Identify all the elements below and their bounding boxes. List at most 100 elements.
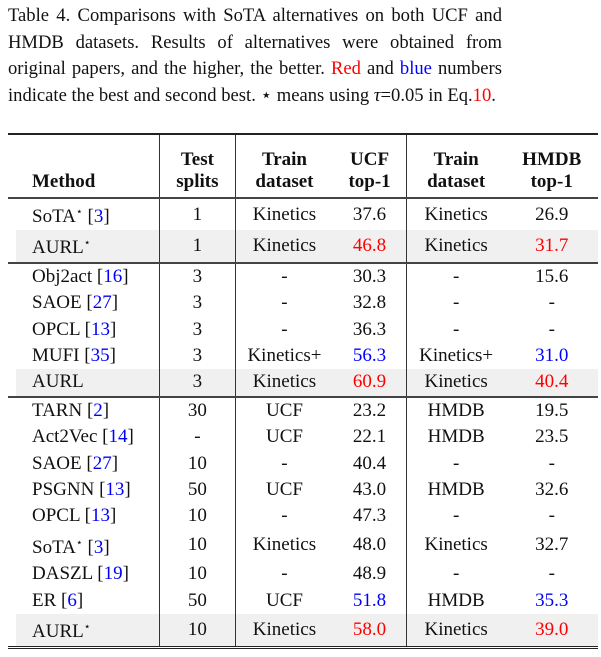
- ucf-top1-cell: 23.2: [333, 396, 407, 425]
- citation-link[interactable]: 13: [85, 505, 117, 526]
- method-name: OPCL: [32, 318, 80, 340]
- ucf-top1-cell: 51.8: [333, 587, 407, 615]
- citation-link[interactable]: 16: [97, 266, 129, 287]
- star-marker: ⋆: [83, 621, 91, 634]
- method-cell: ER 6: [8, 587, 161, 615]
- train-dataset-ucf-cell: -: [281, 318, 288, 340]
- equation-link[interactable]: 10: [472, 84, 492, 106]
- citation-link[interactable]: 35: [84, 345, 116, 366]
- citation-link[interactable]: 27: [86, 453, 118, 474]
- train-dataset-ucf-cell: Kinetics: [235, 614, 334, 647]
- method-cell: AURL⋆: [8, 614, 161, 647]
- train-dataset-ucf-cell: Kinetics: [235, 230, 334, 263]
- test-splits-cell: 3: [159, 369, 236, 397]
- hmdb-top1-cell: 40.4: [505, 369, 598, 397]
- ucf-top1-cell: 30.3: [333, 262, 407, 291]
- table-row: AURL⋆ 10 Kinetics 58.0 Kinetics 39.0: [8, 614, 598, 647]
- header-hmdb-top1: HMDB top-1: [505, 134, 598, 198]
- ucf-top1-cell: 22.1: [333, 424, 407, 451]
- table-caption: Table 4. Comparisons with SoTA alternati…: [8, 3, 502, 109]
- header-method: Method: [8, 134, 161, 198]
- train-dataset-hmdb-cell: Kinetics: [424, 203, 488, 225]
- method-cell: SAOE 27: [8, 290, 161, 317]
- caption-text: numbers indicate the best and second bes…: [8, 58, 502, 106]
- train-dataset-hmdb-cell: -: [452, 563, 460, 585]
- table-row: SAOE 2710-40.4--: [8, 450, 598, 478]
- citation-link[interactable]: 2: [87, 400, 109, 421]
- method-name: TARN: [32, 399, 83, 421]
- citation-link[interactable]: 13: [85, 319, 117, 340]
- table-row: OPCL 1310-47.3--: [8, 503, 598, 530]
- ucf-top1-cell: 32.8: [333, 290, 407, 317]
- method-name: SAOE: [32, 452, 82, 474]
- header-row: Method Test splits Train dataset UCF top-1 …: [8, 134, 598, 198]
- method-name: SoTA: [32, 206, 76, 227]
- train-dataset-ucf-cell: UCF: [265, 589, 303, 611]
- table-row: AURL⋆ 1 Kinetics 46.8 Kinetics 31.7: [8, 230, 598, 263]
- citation-link[interactable]: 3: [88, 206, 110, 227]
- ucf-top1-cell: 40.4: [333, 450, 407, 478]
- header-ucf-top1: UCF top-1: [333, 134, 407, 198]
- test-splits-cell: 30: [159, 396, 236, 425]
- citation-link[interactable]: 6: [61, 590, 83, 611]
- header-line: Train: [433, 149, 479, 170]
- train-dataset-hmdb-cell: Kinetics: [406, 614, 506, 647]
- train-dataset-ucf-cell: -: [281, 452, 288, 474]
- test-splits-cell: 10: [159, 614, 236, 647]
- method-name: AURL: [32, 237, 84, 259]
- caption-blue-word: blue: [399, 58, 432, 80]
- test-splits-cell: 1: [159, 198, 236, 231]
- citation-link[interactable]: 14: [102, 426, 134, 447]
- method-name: ER: [32, 589, 57, 611]
- method-name: MUFI: [32, 345, 80, 367]
- citation-link[interactable]: 13: [99, 479, 131, 500]
- train-dataset-hmdb-cell: -: [452, 318, 460, 340]
- caption-text: Table 4. Comparisons with SoTA alternati…: [8, 5, 502, 80]
- header-line: splits: [176, 170, 219, 192]
- train-dataset-ucf-cell: Kinetics: [235, 369, 334, 397]
- table-row: SoTA⋆ 3 1 Kinetics 37.6 Kinetics 26.9: [8, 198, 598, 231]
- citation-link[interactable]: 27: [86, 292, 118, 313]
- citation-link[interactable]: 19: [97, 563, 129, 584]
- header-line: top-1: [348, 170, 391, 192]
- train-dataset-hmdb-cell: Kinetics: [406, 369, 506, 397]
- header-train-ucf: Train dataset: [235, 134, 333, 198]
- hmdb-top1-cell: 26.9: [535, 203, 569, 225]
- header-line: top-1: [530, 170, 573, 192]
- hmdb-top1-cell: -: [548, 292, 555, 314]
- train-dataset-hmdb-cell: -: [452, 505, 460, 527]
- method-name: Obj2act: [32, 265, 93, 287]
- ucf-top1-cell: 46.8: [333, 230, 407, 263]
- ucf-top1-cell: 56.3: [333, 343, 407, 370]
- train-dataset-ucf-cell: Kinetics: [252, 203, 317, 225]
- train-dataset-ucf-cell: -: [281, 563, 288, 585]
- train-dataset-hmdb-cell: HMDB: [427, 426, 485, 448]
- star-marker: ⋆: [75, 536, 83, 549]
- train-dataset-hmdb-cell: HMDB: [427, 479, 485, 501]
- ucf-top1-cell: 36.3: [333, 316, 407, 344]
- table-row: DASZL 1910-48.9--: [8, 561, 598, 588]
- hmdb-top1-cell: 39.0: [505, 614, 598, 647]
- hmdb-top1-cell: -: [548, 318, 555, 340]
- header-line: dataset: [255, 170, 314, 192]
- table-row: Obj2act 163-30.3-15.6: [8, 262, 598, 291]
- train-dataset-ucf-cell: UCF: [265, 479, 303, 501]
- method-cell: DASZL 19: [8, 561, 161, 588]
- method-name: AURL: [32, 371, 84, 393]
- method-cell: OPCL 13: [8, 503, 161, 530]
- hmdb-top1-cell: 15.6: [535, 265, 569, 287]
- ucf-top1-cell: 37.6: [333, 198, 407, 231]
- citation-link[interactable]: 3: [88, 537, 110, 558]
- star-marker: ⋆: [75, 206, 83, 218]
- method-cell: OPCL 13: [8, 316, 161, 344]
- train-dataset-hmdb-cell: HMDB: [427, 589, 485, 611]
- tau-symbol: τ: [373, 84, 381, 106]
- test-splits-cell: 3: [159, 343, 236, 370]
- method-name: DASZL: [32, 563, 93, 585]
- comparison-table: Method Test splits Train dataset UCF top-1 …: [8, 133, 598, 649]
- test-splits-cell: 10: [159, 450, 236, 478]
- test-splits-cell: 1: [159, 230, 236, 263]
- hmdb-top1-cell: 23.5: [535, 426, 569, 448]
